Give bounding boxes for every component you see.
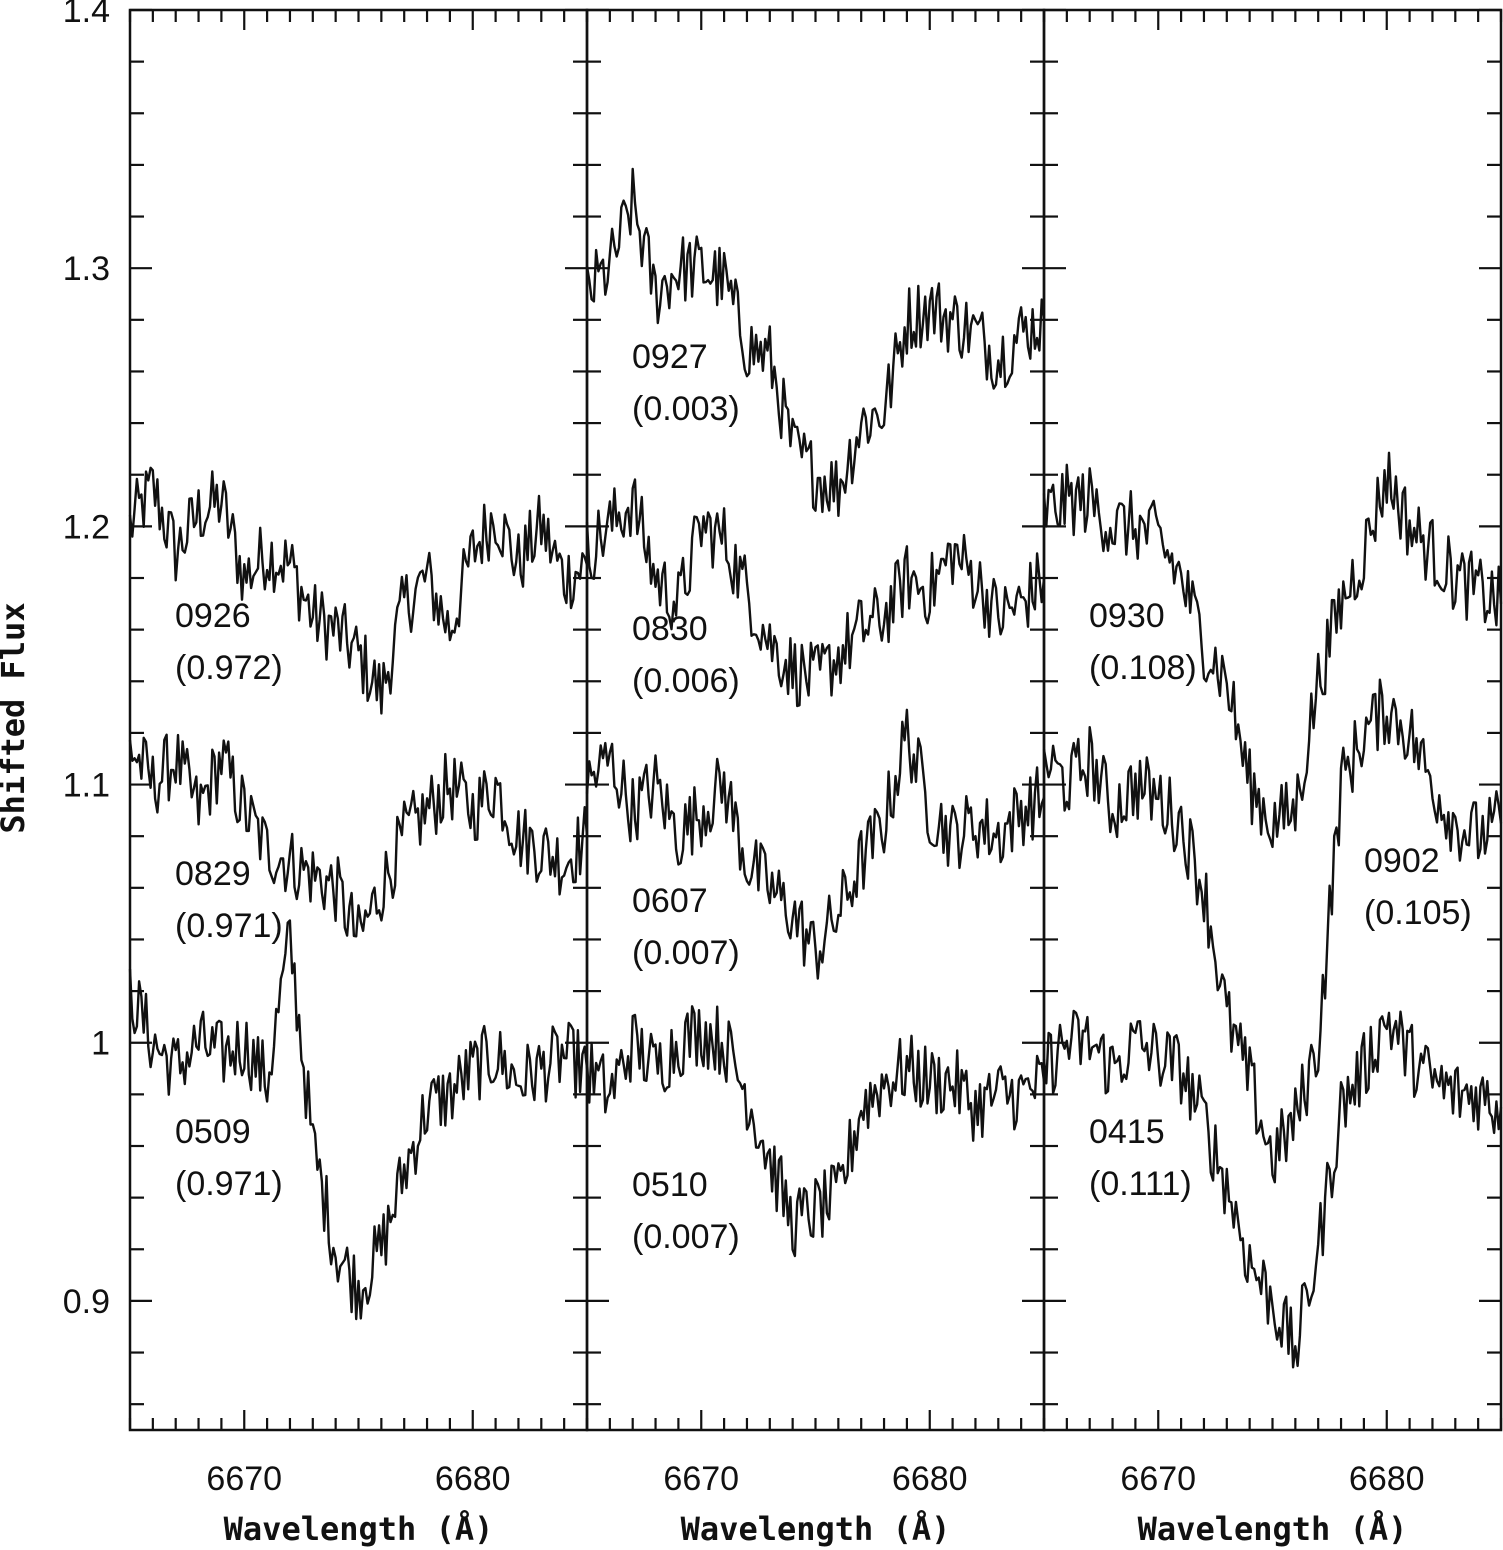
spectrum-0829: [128, 733, 589, 938]
spectrum-id-label: 0509: [175, 1113, 251, 1151]
spectrum-0830: [585, 478, 1046, 708]
spectrum-phase-label: (0.972): [175, 649, 283, 687]
spectrum-id-label: 0930: [1089, 597, 1165, 635]
spectrum-0509: [128, 919, 589, 1321]
spectrum-id-label: 0510: [632, 1166, 708, 1204]
y-tick-label: 1: [91, 1025, 110, 1063]
axis-ticks: [128, 8, 1503, 1430]
panel-frame-middle: [585, 8, 1046, 1432]
spectrum-phase-label: (0.007): [632, 934, 740, 972]
spectrum-id-label: 0829: [175, 855, 251, 893]
x-tick-label: 6680: [1349, 1460, 1425, 1498]
panel-frames: [128, 8, 1503, 1432]
spectrum-phase-label: (0.108): [1089, 649, 1197, 687]
spectrum-phase-label: (0.007): [632, 1218, 740, 1256]
x-axis-title: Wavelength (Å): [224, 1510, 494, 1548]
spectrum-phase-label: (0.003): [632, 390, 740, 428]
x-axis-title: Wavelength (Å): [1138, 1510, 1408, 1548]
x-tick-label: 6670: [206, 1460, 282, 1498]
x-tick-label: 6670: [1120, 1460, 1196, 1498]
spectra-lines: [128, 167, 1503, 1369]
x-tick-label: 6670: [663, 1460, 739, 1498]
spectrum-0902: [1042, 678, 1503, 1184]
panel-frame-right: [1042, 8, 1503, 1432]
spectrum-phase-label: (0.105): [1364, 894, 1472, 932]
spectrum-phase-label: (0.111): [1089, 1165, 1192, 1203]
spectrum-id-label: 0830: [632, 610, 708, 648]
spectrum-phase-label: (0.971): [175, 907, 283, 945]
spectrum-0926: [128, 466, 589, 715]
x-axis-titles: Wavelength (Å) Wavelength (Å) Wavelength (…: [224, 1510, 1408, 1548]
spectrum-id-label: 0927: [632, 338, 708, 376]
y-tick-label: 1.3: [63, 250, 110, 288]
spectrum-labels: 0926 (0.972) 0829 (0.971) 0509 (0.971) 0927 (0.…: [175, 338, 1472, 1256]
spectrum-0415: [1042, 1009, 1503, 1369]
tick-labels: 6670 6680 6670 6680 6670 6680 0.9 1 1.1 1.2 1.3 1.4: [63, 0, 1425, 1498]
panel-frame-left: [128, 8, 589, 1432]
x-tick-label: 6680: [435, 1460, 511, 1498]
y-tick-label: 1.2: [63, 508, 110, 546]
y-tick-label: 1.4: [63, 0, 110, 30]
y-tick-label: 1.1: [63, 767, 110, 805]
spectrum-id-label: 0926: [175, 597, 251, 635]
x-axis-title: Wavelength (Å): [681, 1510, 951, 1548]
spectrum-id-label: 0415: [1089, 1113, 1165, 1151]
x-tick-label: 6680: [892, 1460, 968, 1498]
y-axis-title: Shifted Flux: [0, 602, 32, 833]
spectrum-phase-label: (0.006): [632, 662, 740, 700]
spectrum-id-label: 0902: [1364, 842, 1440, 880]
spectrum-0510: [585, 1005, 1046, 1258]
y-tick-label: 0.9: [63, 1283, 110, 1321]
spectrum-id-label: 0607: [632, 882, 708, 920]
spectrum-0607: [585, 708, 1046, 980]
spectrum-0930: [1042, 451, 1503, 849]
spectrum-phase-label: (0.971): [175, 1165, 283, 1203]
spectrum-0927: [585, 167, 1046, 517]
